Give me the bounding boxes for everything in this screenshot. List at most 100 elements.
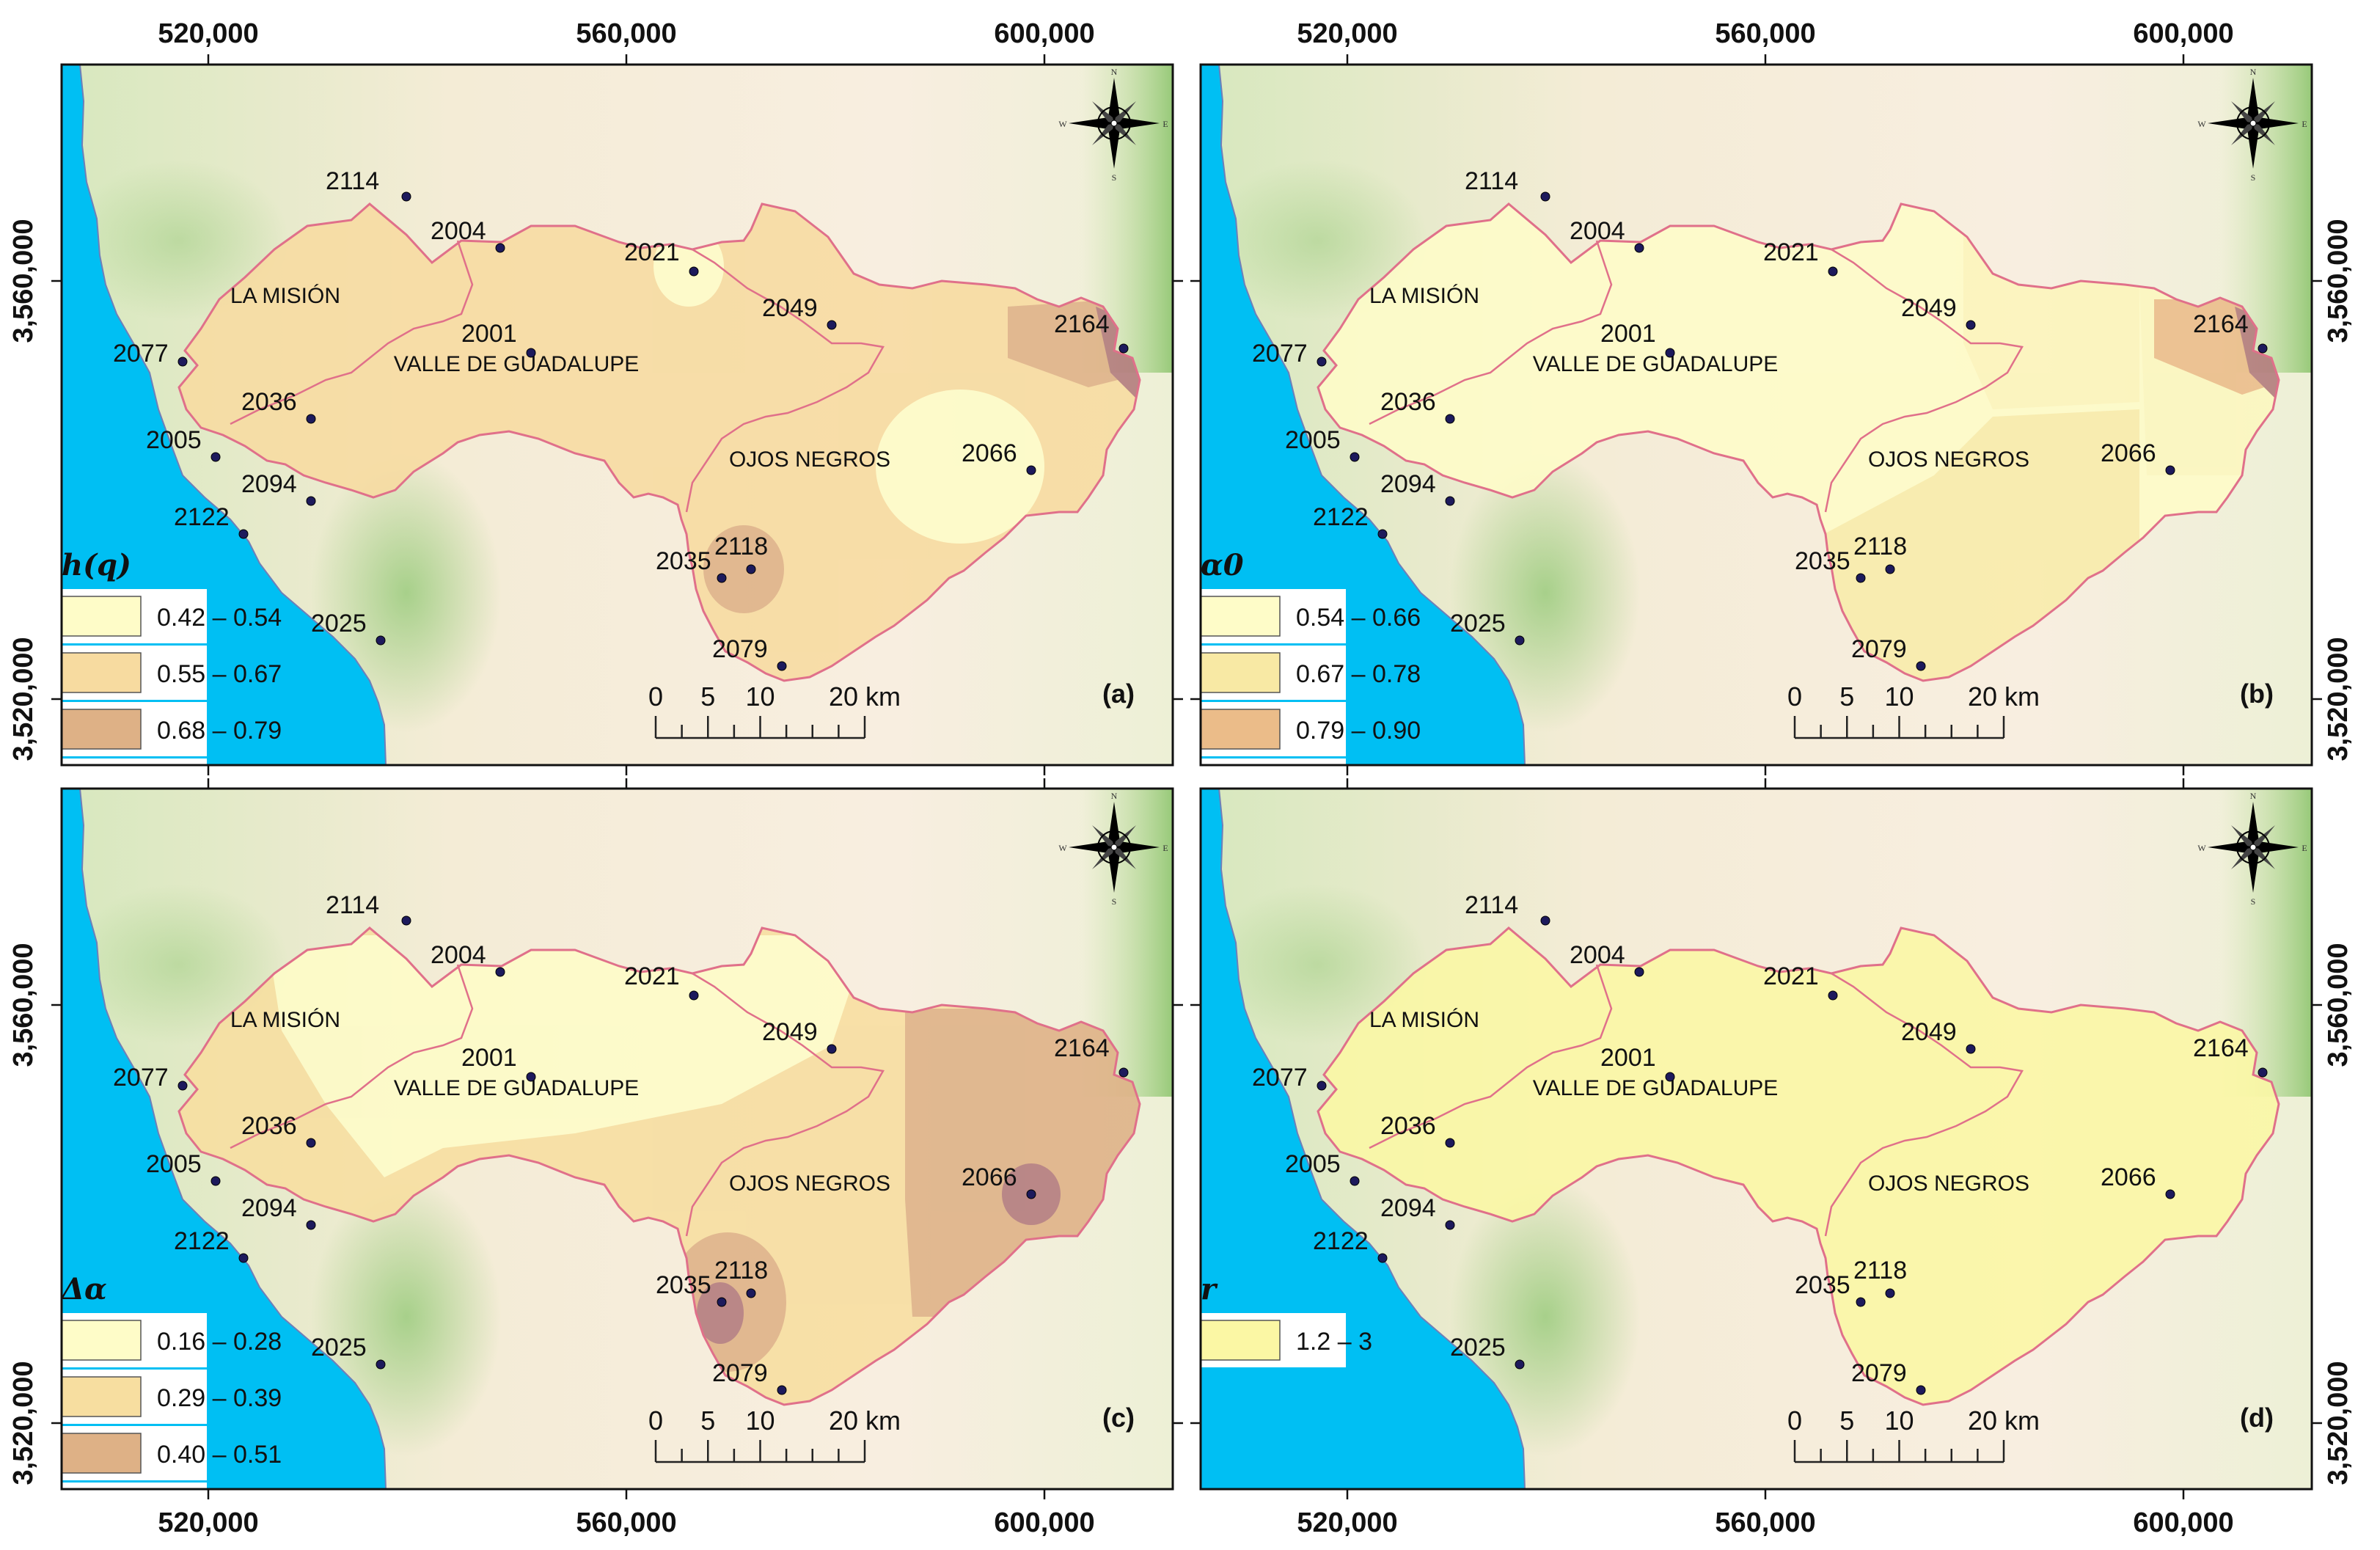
station-label: 2077 [113,340,169,368]
y-tick-label: 3,560,000 [2323,219,2354,343]
station-marker [1828,266,1838,277]
region-label: OJOS NEGROS [1868,1171,2029,1196]
compass-w: W [2197,843,2206,853]
legend-swatch [1201,652,1281,693]
station-marker [1856,1297,1866,1307]
station-marker [1966,1044,1976,1054]
compass-rose: N S E W [1058,67,1168,183]
scale-bar-label: 0 [1787,681,1802,712]
station-label: 2094 [241,1194,297,1222]
scale-bar-label: 0 [1787,1405,1802,1436]
station-label: 2066 [2101,1163,2156,1191]
scale-bar-label: 5 [1839,1405,1854,1436]
scale-bar-label: 10 [1884,1405,1914,1436]
y-tick-label: 3,520,000 [8,1361,39,1485]
legend-swatch [62,652,142,693]
station-marker [1634,243,1644,253]
y-tick-label: 3,520,000 [8,637,39,761]
zone-class-4 [697,1282,744,1344]
station-marker [1350,1176,1360,1186]
station-marker [1885,564,1895,574]
station-label: 2118 [714,1257,768,1284]
station-label: 2077 [1252,340,1308,368]
compass-rose: N S E W [2197,67,2307,183]
subbasin-boundary [1369,240,1613,425]
map-panel-a: LA MISIÓN VALLE DE GUADALUPE OJOS NEGROS 21… [8,18,1183,775]
legend-item-bg [62,758,207,765]
station-label: 2049 [1901,1018,1957,1046]
y-tick-label: 3,560,000 [8,943,39,1067]
station-label: 2164 [2193,310,2249,338]
compass-s: S [2251,896,2256,907]
station-marker [717,573,727,583]
station-label: 2021 [624,238,680,266]
station-label: 2094 [1380,1194,1436,1222]
x-tick-label: 600,000 [994,1507,1094,1538]
compass-e: E [1162,119,1168,129]
station-marker [2258,1067,2268,1078]
map-frame [1199,787,2313,1491]
x-tick-label: 560,000 [1715,18,1815,49]
map-frame [60,787,1174,1491]
station-label: 2164 [1054,310,1110,338]
station-label: 2164 [2193,1034,2249,1062]
compass-n: N [1111,67,1118,77]
station-label: 2118 [714,533,768,560]
station-label: 2005 [146,1150,202,1178]
station-label: 2036 [1380,1112,1436,1140]
station-label: 2114 [326,167,379,195]
scale-bar-label: 5 [700,1405,715,1436]
station-label: 2004 [431,217,486,245]
station-marker [1118,343,1129,354]
compass-e: E [2302,843,2307,853]
station-marker [2165,1189,2175,1199]
terrain-green-patch [1208,160,1428,321]
station-marker [1445,1220,1455,1230]
station-label: 2004 [1570,217,1625,245]
station-marker [1445,496,1455,506]
station-marker [1026,1189,1036,1199]
legend-swatch [62,709,142,750]
station-marker [1515,635,1525,646]
legend-title: α0 [1201,548,1244,582]
station-label: 2036 [1380,388,1436,416]
scale-bar: 0 5 10 20 km [648,681,901,739]
zone-class-1 [876,390,1044,544]
station-marker [1665,1072,1675,1082]
station-marker [306,414,316,424]
station-label: 2077 [1252,1064,1308,1092]
station-marker [1966,320,1976,330]
station-label: 2122 [174,1227,230,1255]
station-marker [1885,1288,1895,1298]
station-marker [717,1297,727,1307]
station-label: 2079 [1851,635,1907,663]
compass-s: S [1112,172,1117,183]
station-marker [376,635,386,646]
scale-bar-label: 0 [648,1405,663,1436]
station-marker [827,1044,837,1054]
station-label: 2025 [311,1334,367,1361]
y-tick-label: 3,560,000 [8,219,39,343]
station-marker [1856,573,1866,583]
y-tick-label: 3,560,000 [2323,943,2354,1067]
map-frame [60,63,1174,767]
station-label: 2114 [1465,167,1518,195]
station-label: 2035 [656,1271,711,1299]
x-tick-label: 520,000 [1297,1507,1397,1538]
station-marker [1026,465,1036,475]
station-label: 2066 [2101,439,2156,467]
map-panel-d: LA MISIÓN VALLE DE GUADALUPE OJOS NEGROS 21… [1190,778,2354,1538]
region-label: LA MISIÓN [230,1008,340,1032]
x-tick-label: 600,000 [994,18,1094,49]
legend-label: 0.68 – 0.79 [157,717,282,745]
region-label: OJOS NEGROS [729,447,890,472]
station-marker [2165,465,2175,475]
station-label: 2114 [326,891,379,919]
station-marker [1665,348,1675,358]
station-label: 2035 [656,547,711,575]
panel-label: (b) [2240,679,2274,709]
station-marker [495,967,505,977]
station-marker [306,1220,316,1230]
region-label: LA MISIÓN [1369,1008,1479,1032]
station-marker [1118,1067,1129,1078]
